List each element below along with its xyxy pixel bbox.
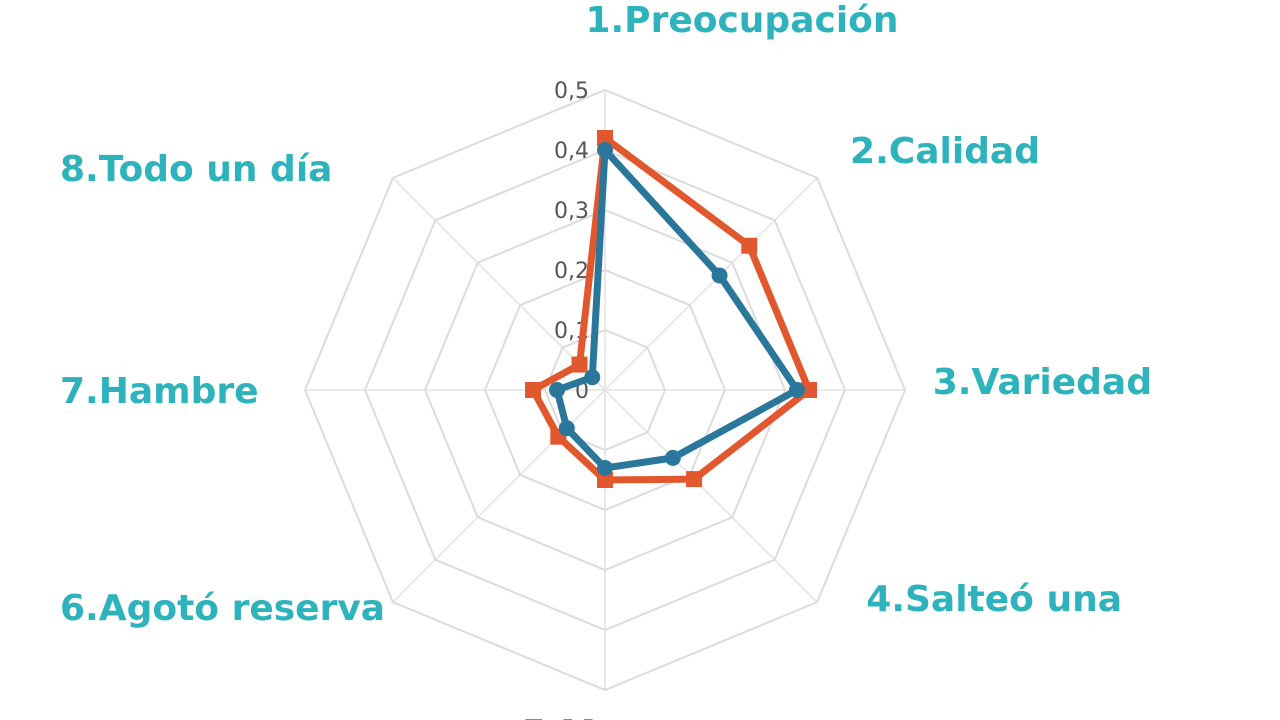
tick-label: 0,4 bbox=[554, 139, 589, 164]
data-point bbox=[584, 369, 601, 386]
spoke-8 bbox=[392, 177, 606, 391]
data-point bbox=[549, 382, 565, 398]
tick-label: 0,3 bbox=[554, 199, 589, 224]
data-point bbox=[597, 130, 613, 146]
data-point bbox=[525, 382, 541, 398]
data-point bbox=[571, 356, 588, 373]
category-label-1: 1.Preocupación bbox=[585, 0, 898, 41]
data-point bbox=[664, 449, 681, 466]
category-label-3: 3.Variedad bbox=[933, 362, 1152, 403]
data-point bbox=[711, 267, 728, 284]
data-point bbox=[801, 382, 817, 398]
grid-ring-3 bbox=[423, 208, 787, 572]
category-label-8: 8.Todo un día bbox=[60, 149, 332, 190]
series-layer bbox=[525, 130, 817, 488]
grid-ring-5 bbox=[303, 88, 907, 692]
spoke-2 bbox=[604, 177, 818, 391]
series-1 bbox=[525, 130, 817, 488]
category-label-6: 6.Agotó reserva bbox=[60, 588, 385, 629]
series-line bbox=[553, 146, 801, 472]
tick-label: 0,5 bbox=[554, 79, 589, 104]
data-point bbox=[597, 460, 613, 476]
category-label-2: 2.Calidad bbox=[850, 131, 1040, 172]
series-2 bbox=[549, 142, 805, 476]
data-point bbox=[597, 472, 613, 488]
data-point bbox=[789, 382, 805, 398]
data-point bbox=[686, 471, 703, 488]
spoke-4 bbox=[604, 389, 818, 603]
grid-ring-4 bbox=[363, 148, 847, 632]
category-label-layer: 1.Preocupación 2.Calidad 3.Variedad 4.Salte… bbox=[60, 0, 1152, 720]
data-point bbox=[741, 237, 758, 254]
grid-ring-2 bbox=[483, 268, 727, 512]
tick-label: 0,2 bbox=[554, 259, 589, 284]
data-point bbox=[558, 420, 575, 437]
category-label-5: 5.Menor bbox=[521, 713, 688, 720]
category-label-4: 4.Salteó una bbox=[866, 579, 1122, 620]
grid-ring-1 bbox=[543, 328, 667, 452]
data-point bbox=[597, 142, 613, 158]
category-label-7: 7.Hambre bbox=[60, 371, 259, 412]
